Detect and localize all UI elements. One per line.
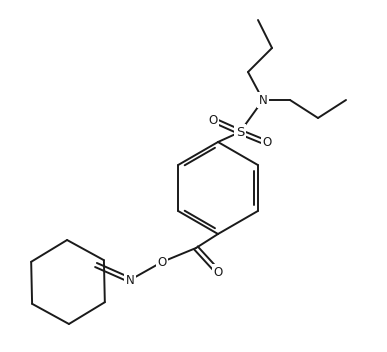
Text: O: O [262, 137, 272, 150]
Text: N: N [126, 274, 134, 287]
Text: N: N [259, 94, 267, 107]
Text: O: O [158, 256, 167, 269]
Text: O: O [213, 265, 223, 278]
Text: S: S [236, 126, 244, 138]
Text: O: O [208, 113, 217, 126]
